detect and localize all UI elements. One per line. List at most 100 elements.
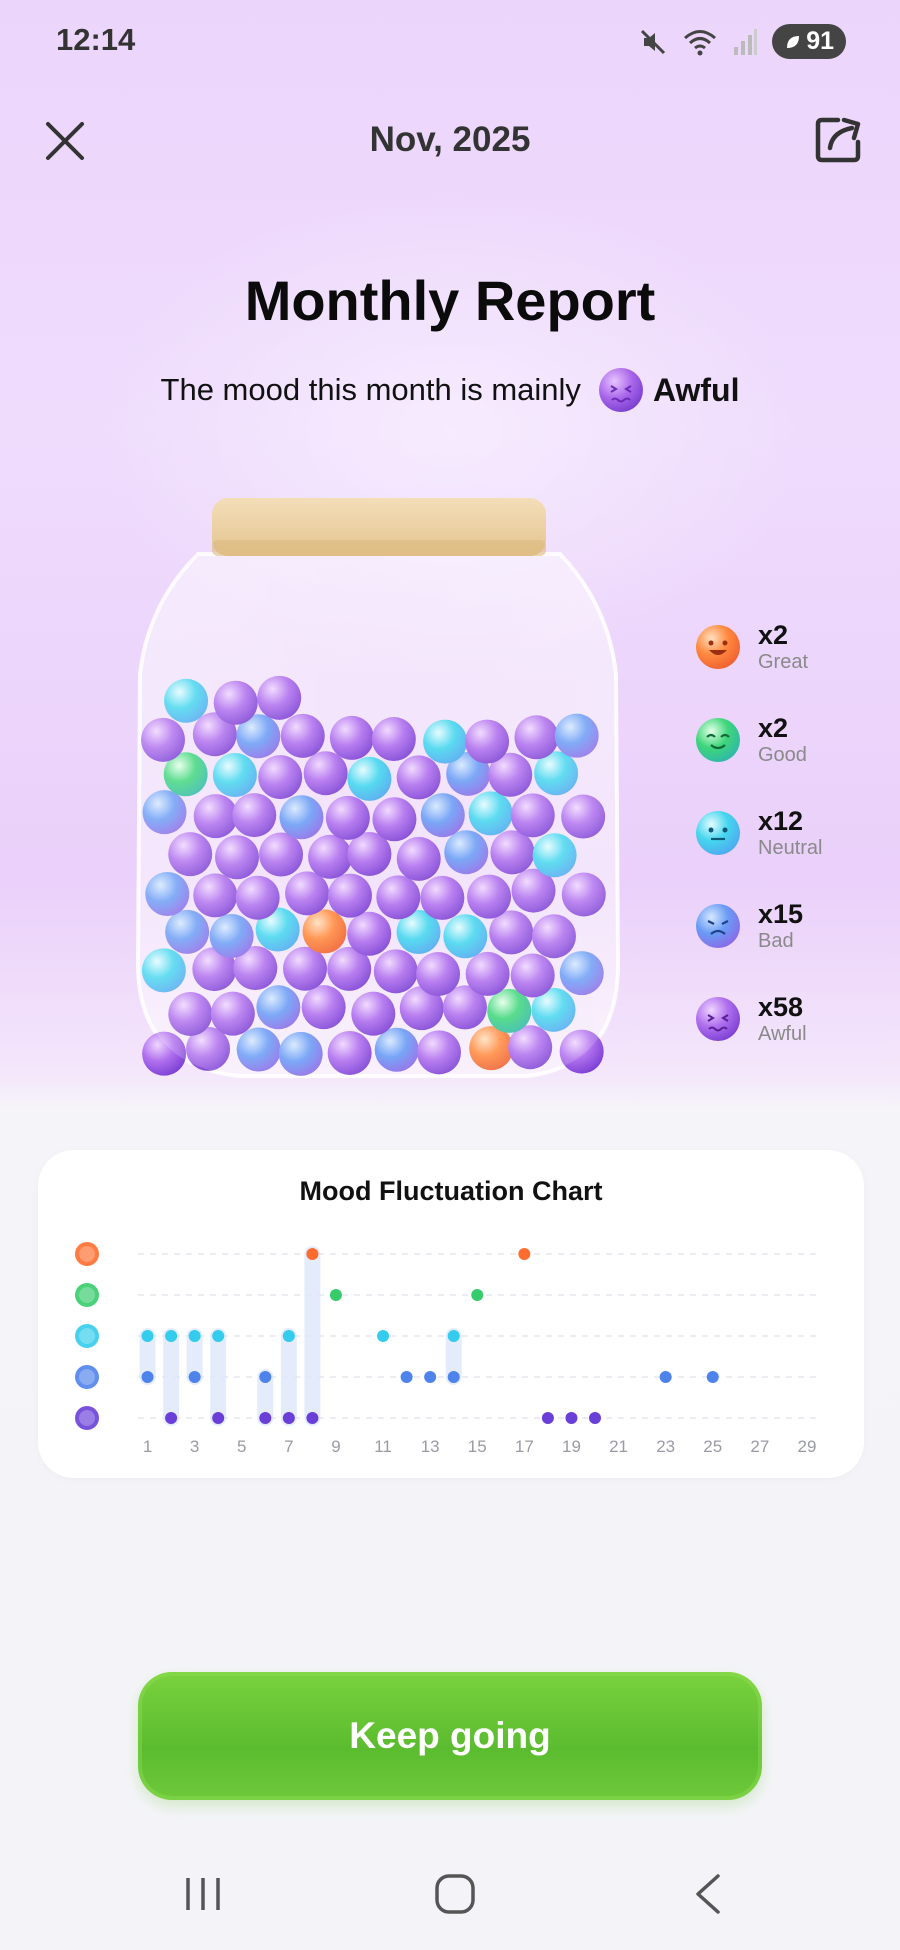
legend-label: Awful — [758, 1022, 807, 1045]
legend-label: Neutral — [758, 836, 823, 859]
x-tick-label: 13 — [421, 1437, 440, 1456]
mood-point-day-4 — [212, 1412, 225, 1424]
legend-item-neutral: x12 Neutral — [694, 786, 884, 879]
legend-label: Good — [758, 743, 807, 766]
mood-point-day-11 — [377, 1330, 390, 1342]
mood-point-day-14 — [447, 1371, 460, 1383]
x-tick-label: 7 — [284, 1437, 293, 1456]
mood-point-day-1 — [141, 1371, 154, 1383]
mood-point-day-2 — [165, 1330, 178, 1342]
x-tick-label: 3 — [190, 1437, 199, 1456]
x-tick-label: 23 — [656, 1437, 675, 1456]
mood-point-day-8 — [306, 1412, 319, 1424]
mood-point-day-4 — [212, 1330, 225, 1342]
legend-count: x15 — [758, 898, 804, 929]
month-title: Nov, 2025 — [369, 120, 531, 159]
status-time: 12:14 — [56, 22, 136, 57]
status-bar: 12:14 91 — [0, 0, 900, 84]
range-bar — [257, 1369, 274, 1426]
mood-point-day-17 — [518, 1248, 531, 1260]
level-icon-highlight — [79, 1246, 95, 1262]
mood-fluctuation-chart: 1 3 5 7 9 11 13 15 17 19 21 23 25 27 29 — [75, 1242, 820, 1456]
keep-going-button[interactable]: Keep going — [138, 1672, 762, 1800]
x-tick-label: 19 — [562, 1437, 581, 1456]
level-icon-highlight — [79, 1328, 95, 1344]
chart-title: Mood Fluctuation Chart — [299, 1176, 603, 1206]
mood-point-day-6 — [259, 1371, 272, 1383]
legend-item-awful: x58 Awful — [694, 972, 884, 1065]
x-tick-label: 21 — [609, 1437, 628, 1456]
level-icon-highlight — [79, 1287, 95, 1303]
legend-label: Great — [758, 650, 809, 673]
legend-item-good: x2 Good — [694, 693, 884, 786]
legend-count: x58 — [758, 991, 804, 1022]
mood-legend: x2 Great x2 Good x12 Neutral — [694, 600, 884, 1065]
range-bar — [186, 1328, 203, 1385]
mood-point-day-13 — [424, 1371, 437, 1383]
signal-icon — [734, 28, 758, 55]
x-tick-label: 29 — [797, 1437, 816, 1456]
mood-point-day-3 — [188, 1330, 201, 1342]
awful-level-icon — [75, 1406, 99, 1430]
x-tick-label: 11 — [374, 1437, 392, 1456]
battery-level: 91 — [806, 27, 834, 55]
x-tick-label: 25 — [703, 1437, 722, 1456]
great-level-icon — [75, 1242, 99, 1266]
x-tick-label: 1 — [143, 1437, 152, 1456]
close-icon[interactable] — [38, 114, 92, 168]
share-icon[interactable] — [808, 110, 868, 170]
mute-icon — [641, 29, 666, 54]
legend-item-bad: x15 Bad — [694, 879, 884, 972]
bad-mood-icon — [696, 903, 740, 948]
mood-point-day-18 — [541, 1412, 554, 1424]
legend-count: x2 — [758, 619, 789, 650]
good-mood-icon — [696, 717, 740, 762]
level-icon-highlight — [79, 1369, 95, 1385]
mood-point-day-23 — [659, 1371, 672, 1383]
range-bar — [445, 1328, 462, 1385]
mood-point-day-19 — [565, 1412, 578, 1424]
header: Nov, 2025 — [0, 100, 900, 180]
mood-summary: The mood this month is mainly Awful — [0, 366, 900, 414]
range-bar — [280, 1328, 297, 1426]
status-icons: 91 — [638, 24, 846, 59]
mood-jar-illustration — [135, 498, 621, 1078]
x-tick-label: 5 — [237, 1437, 246, 1456]
awful-mood-icon — [598, 368, 643, 412]
good-level-icon — [75, 1283, 99, 1307]
range-bar — [210, 1328, 227, 1426]
system-nav-bar — [0, 1850, 900, 1950]
legend-count: x12 — [758, 805, 804, 836]
mood-point-day-9 — [329, 1289, 342, 1301]
mood-point-day-8 — [306, 1248, 319, 1260]
mood-point-day-15 — [471, 1289, 484, 1301]
mood-point-day-7 — [282, 1412, 295, 1424]
neutral-mood-icon — [696, 810, 740, 855]
range-bar — [304, 1246, 321, 1426]
recent-apps-icon[interactable] — [168, 1864, 238, 1924]
legend-count: x2 — [758, 712, 789, 743]
mood-summary-value: Awful — [652, 371, 740, 408]
x-tick-label: 17 — [515, 1437, 534, 1456]
neutral-level-icon — [75, 1324, 99, 1348]
mood-point-day-12 — [400, 1371, 413, 1383]
battery-indicator: 91 — [772, 24, 846, 59]
wifi-icon — [684, 29, 717, 55]
home-icon[interactable] — [420, 1864, 490, 1924]
mood-point-day-1 — [141, 1330, 154, 1342]
mood-point-day-25 — [706, 1371, 719, 1383]
legend-label: Bad — [758, 929, 794, 952]
mood-fluctuation-card: Mood Fluctuation Chart 1 3 5 7 9 11 13 15 17 19 21… — [38, 1150, 864, 1478]
page-title: Monthly Report — [244, 269, 656, 332]
leaf-icon — [787, 35, 800, 48]
mood-point-day-2 — [165, 1412, 178, 1424]
range-bar — [163, 1328, 180, 1426]
back-icon[interactable] — [672, 1864, 742, 1924]
x-tick-label: 27 — [750, 1437, 769, 1456]
mood-point-day-6 — [259, 1412, 272, 1424]
mood-point-day-3 — [188, 1371, 201, 1383]
mood-summary-prefix: The mood this month is mainly — [160, 372, 581, 407]
bad-level-icon — [75, 1365, 99, 1389]
x-tick-label: 9 — [331, 1437, 340, 1456]
mood-point-day-20 — [589, 1412, 601, 1424]
